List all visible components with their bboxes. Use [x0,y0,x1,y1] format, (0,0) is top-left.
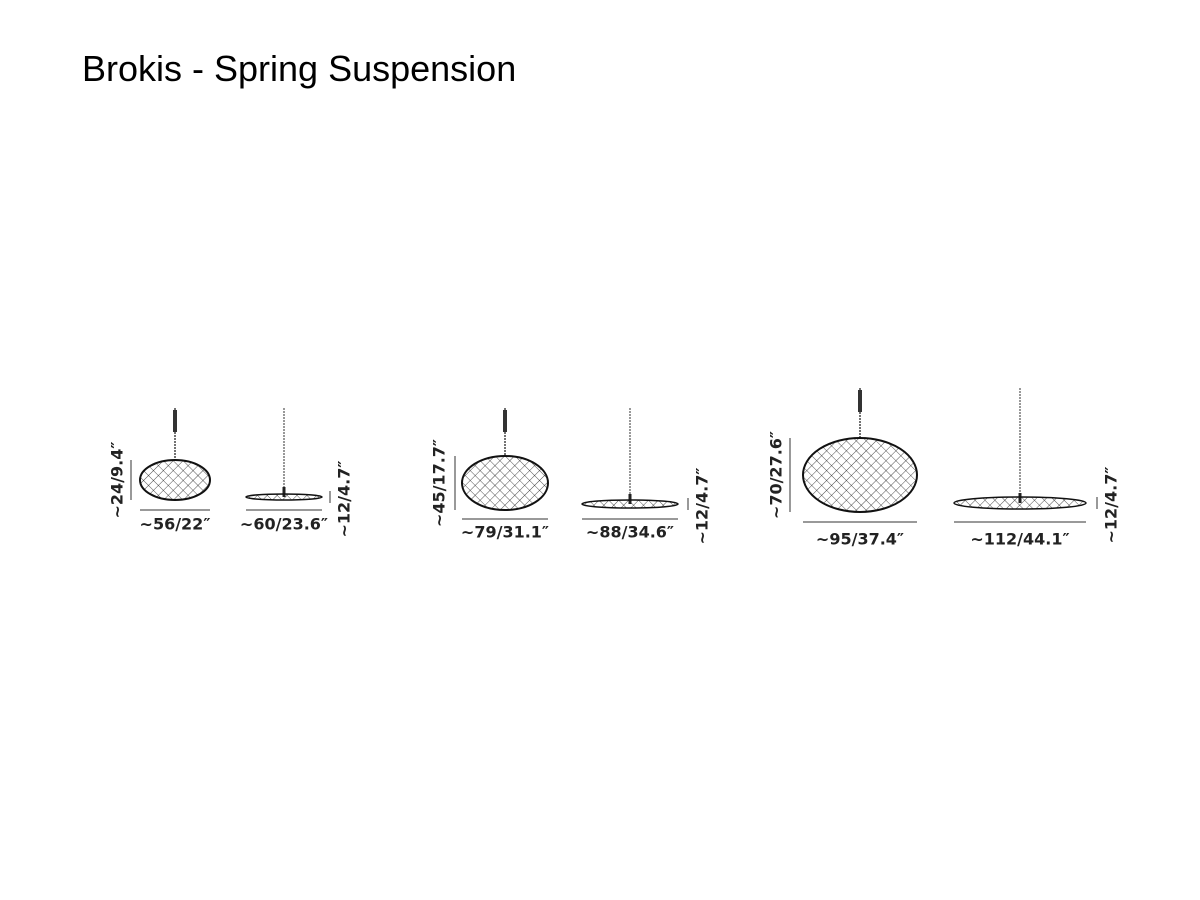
sphere-shade [461,455,549,511]
dim-label: ~112/44.1″ [970,530,1069,549]
canopy [173,410,177,432]
dim-label: ~12/4.7″ [335,460,354,537]
sphere-shade [139,459,211,501]
dim-label: ~95/37.4″ [816,530,904,549]
dim-label: ~88/34.6″ [586,523,674,542]
dim-label: ~79/31.1″ [461,523,549,542]
dim-label: ~12/4.7″ [1102,466,1121,543]
dim-label: ~70/27.6″ [767,431,786,519]
canopy [503,410,507,432]
stem [628,494,632,504]
dim-label: ~56/22″ [140,515,211,534]
stem [282,487,286,497]
title: Brokis - Spring Suspension [82,48,517,89]
sphere-shade [802,437,918,513]
dim-label: ~60/23.6″ [240,515,328,534]
flat-shade [245,493,323,501]
flat-shade [953,496,1087,510]
dim-label: ~45/17.7″ [430,439,449,527]
dim-label: ~24/9.4″ [108,441,127,518]
canopy [858,390,862,412]
dim-label: ~12/4.7″ [693,467,712,544]
flat-shade [581,499,679,509]
